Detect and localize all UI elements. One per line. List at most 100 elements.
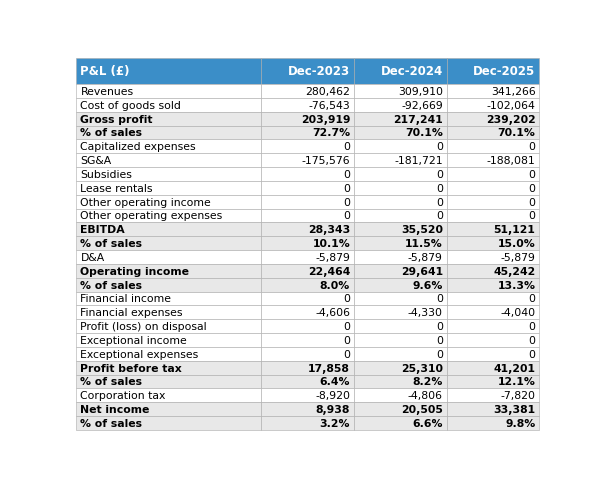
- Text: Profit (loss) on disposal: Profit (loss) on disposal: [80, 321, 207, 332]
- Text: 0: 0: [343, 349, 350, 359]
- Text: 9.8%: 9.8%: [505, 418, 536, 428]
- Bar: [261, 209, 354, 223]
- Bar: [354, 209, 446, 223]
- Text: 217,241: 217,241: [393, 114, 443, 124]
- Bar: [446, 99, 539, 112]
- Bar: [76, 85, 261, 99]
- Bar: [261, 167, 354, 182]
- Bar: [446, 264, 539, 278]
- Bar: [76, 223, 261, 237]
- Text: 0: 0: [529, 349, 536, 359]
- Bar: [76, 278, 261, 292]
- Bar: [261, 402, 354, 416]
- Bar: [261, 361, 354, 375]
- Bar: [261, 375, 354, 389]
- Bar: [76, 306, 261, 319]
- Text: 15.0%: 15.0%: [498, 239, 536, 249]
- Text: 22,464: 22,464: [308, 266, 350, 276]
- Text: 6.4%: 6.4%: [320, 377, 350, 387]
- Text: 29,641: 29,641: [401, 266, 443, 276]
- Bar: [261, 99, 354, 112]
- Bar: [261, 319, 354, 333]
- Text: 0: 0: [529, 142, 536, 152]
- Text: Capitalized expenses: Capitalized expenses: [80, 142, 196, 152]
- Bar: [354, 306, 446, 319]
- Bar: [76, 264, 261, 278]
- Text: 0: 0: [343, 211, 350, 221]
- Text: 9.6%: 9.6%: [412, 280, 443, 290]
- Text: 6.6%: 6.6%: [412, 418, 443, 428]
- Text: Other operating income: Other operating income: [80, 197, 211, 207]
- Text: -102,064: -102,064: [487, 101, 536, 110]
- Bar: [261, 223, 354, 237]
- Text: 72.7%: 72.7%: [312, 128, 350, 138]
- Text: Dec-2023: Dec-2023: [288, 65, 350, 78]
- Bar: [446, 319, 539, 333]
- Text: 0: 0: [436, 197, 443, 207]
- Text: -4,606: -4,606: [315, 308, 350, 318]
- Text: 0: 0: [436, 142, 443, 152]
- Bar: [261, 278, 354, 292]
- Bar: [261, 347, 354, 361]
- Text: 0: 0: [529, 183, 536, 194]
- Bar: [446, 167, 539, 182]
- Bar: [261, 182, 354, 195]
- Bar: [354, 389, 446, 402]
- Bar: [261, 333, 354, 347]
- Text: % of sales: % of sales: [80, 128, 142, 138]
- Bar: [354, 416, 446, 430]
- Text: 0: 0: [529, 294, 536, 304]
- Text: 0: 0: [343, 335, 350, 345]
- Text: -4,040: -4,040: [500, 308, 536, 318]
- Bar: [261, 112, 354, 126]
- Text: D&A: D&A: [80, 253, 104, 262]
- Bar: [446, 278, 539, 292]
- Text: % of sales: % of sales: [80, 280, 142, 290]
- Text: 0: 0: [436, 321, 443, 332]
- Bar: [76, 59, 261, 85]
- Bar: [261, 416, 354, 430]
- Text: 203,919: 203,919: [301, 114, 350, 124]
- Bar: [354, 99, 446, 112]
- Bar: [354, 361, 446, 375]
- Bar: [446, 389, 539, 402]
- Bar: [76, 347, 261, 361]
- Bar: [446, 209, 539, 223]
- Bar: [354, 264, 446, 278]
- Text: 28,343: 28,343: [308, 225, 350, 235]
- Bar: [76, 99, 261, 112]
- Text: 10.1%: 10.1%: [313, 239, 350, 249]
- Bar: [76, 251, 261, 264]
- Text: Subsidies: Subsidies: [80, 169, 133, 180]
- Text: 0: 0: [529, 169, 536, 180]
- Bar: [354, 154, 446, 167]
- Text: % of sales: % of sales: [80, 377, 142, 387]
- Text: -5,879: -5,879: [408, 253, 443, 262]
- Bar: [261, 251, 354, 264]
- Text: Financial expenses: Financial expenses: [80, 308, 183, 318]
- Bar: [446, 361, 539, 375]
- Bar: [354, 251, 446, 264]
- Text: Exceptional income: Exceptional income: [80, 335, 187, 345]
- Bar: [354, 237, 446, 251]
- Bar: [446, 333, 539, 347]
- Bar: [446, 182, 539, 195]
- Bar: [354, 59, 446, 85]
- Text: 239,202: 239,202: [486, 114, 536, 124]
- Text: -5,879: -5,879: [500, 253, 536, 262]
- Text: 17,858: 17,858: [308, 363, 350, 373]
- Text: 0: 0: [343, 183, 350, 194]
- Bar: [446, 306, 539, 319]
- Bar: [354, 319, 446, 333]
- Text: 0: 0: [436, 183, 443, 194]
- Bar: [446, 237, 539, 251]
- Text: -181,721: -181,721: [394, 156, 443, 166]
- Bar: [76, 112, 261, 126]
- Text: -175,576: -175,576: [302, 156, 350, 166]
- Bar: [446, 416, 539, 430]
- Bar: [446, 223, 539, 237]
- Text: 309,910: 309,910: [398, 87, 443, 97]
- Bar: [261, 126, 354, 140]
- Bar: [76, 319, 261, 333]
- Bar: [76, 292, 261, 306]
